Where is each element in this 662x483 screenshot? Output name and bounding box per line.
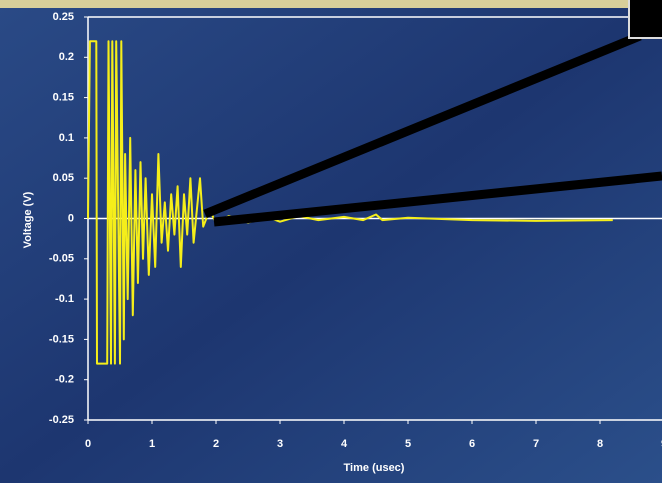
x-tick-label: 7 [533,438,539,450]
zoom-line [213,171,662,227]
y-tick-label: -0.05 [49,253,74,265]
y-tick-label: 0.15 [53,92,74,104]
y-tick-label: 0.2 [59,51,74,63]
y-tick-label: -0.25 [49,414,74,426]
zoom-line [203,31,642,219]
top-band [0,0,662,8]
y-tick-label: 0 [68,212,74,224]
x-axis-label: Time (usec) [344,462,405,474]
y-axis-label: Voltage (V) [22,191,34,248]
y-tick-label: 0.1 [59,132,74,144]
x-tick-label: 8 [597,438,603,450]
x-tick-label: 1 [149,438,155,450]
x-tick-label: 2 [213,438,219,450]
y-tick-label: 0.25 [53,11,74,23]
x-tick-label: 9 [661,438,662,450]
plot-area: 0.25 0.2 0.15 0.1 0.05 0 -0.05 -0.1 -0.15 -0.2 -0.… [49,11,662,450]
y-tick-label: -0.1 [55,293,74,305]
x-tick-label: 3 [277,438,283,450]
x-tick-label: 6 [469,438,475,450]
y-tick-label: -0.2 [55,374,74,386]
y-tick-label: 0.05 [53,172,74,184]
x-tick-label: 5 [405,438,411,450]
x-tick-label: 4 [341,438,348,450]
zoom-box [628,0,662,39]
x-tick-label: 0 [85,438,91,450]
y-tick-label: -0.15 [49,333,74,345]
